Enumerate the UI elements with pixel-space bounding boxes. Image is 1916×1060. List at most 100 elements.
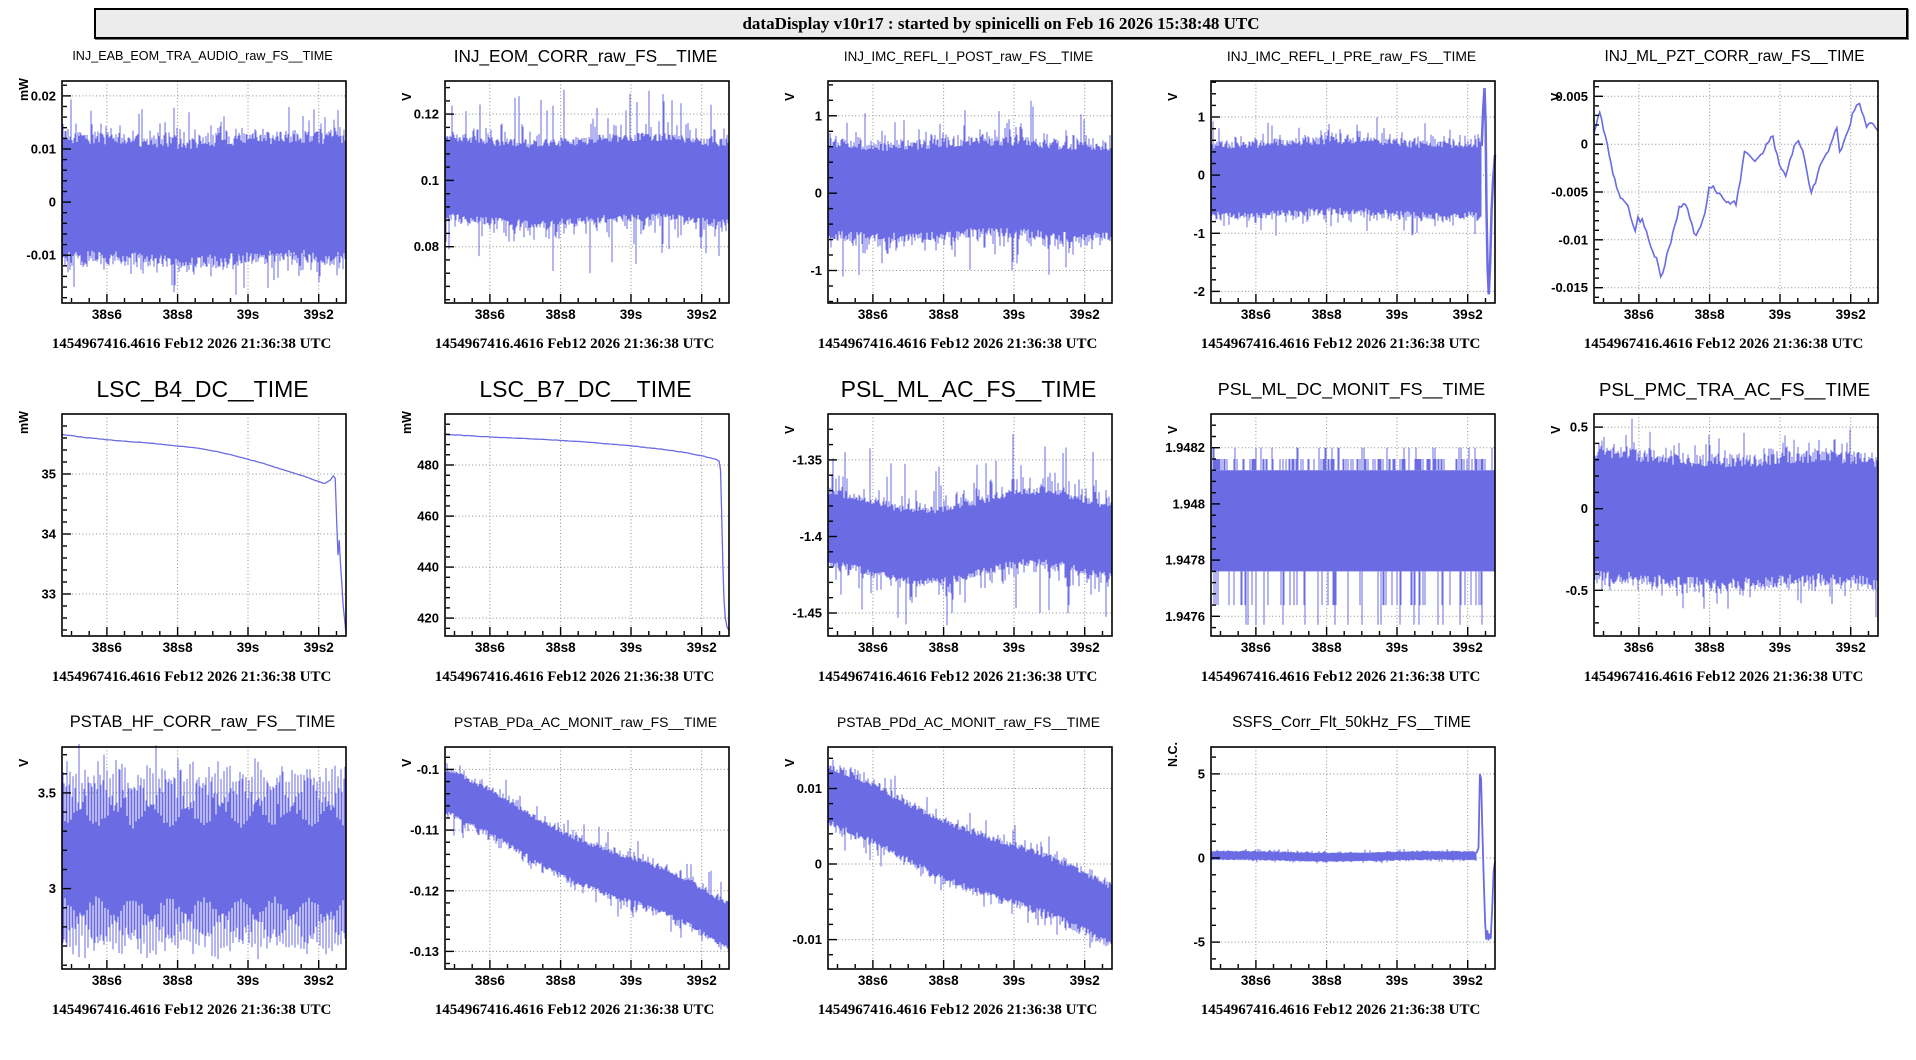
svg-text:38s8: 38s8: [1312, 307, 1343, 322]
svg-text:460: 460: [417, 509, 439, 524]
y-tick-labels: 35 34 33: [42, 467, 57, 602]
axis-ticks: [63, 84, 338, 302]
plot-timestamp: 1454967416.4616 Feb12 2026 21:36:38 UTC: [1200, 336, 1481, 352]
y-tick-labels: 0.005 0 -0.005 -0.01 -0.015: [1551, 89, 1588, 295]
x-tick-labels: 38s6 38s8 39s 39s2: [92, 640, 334, 655]
svg-text:39s: 39s: [237, 307, 260, 322]
svg-text:5: 5: [1198, 766, 1205, 781]
plot-frame: [1593, 80, 1879, 304]
svg-text:480: 480: [417, 458, 439, 473]
waveform-burst: [61, 744, 347, 960]
plot-timestamp: 1454967416.4616 Feb12 2026 21:36:38 UTC: [51, 1002, 332, 1018]
x-tick-labels: 38s6 38s8 39s 39s2: [475, 973, 717, 988]
svg-text:1.9482: 1.9482: [1165, 440, 1205, 455]
svg-text:-2: -2: [1193, 284, 1205, 299]
svg-text:0.01: 0.01: [31, 142, 56, 157]
x-tick-labels: 38s6 38s8 39s 39s2: [1241, 973, 1483, 988]
svg-text:-1: -1: [810, 263, 822, 278]
svg-text:38s6: 38s6: [1624, 640, 1655, 655]
svg-text:39s: 39s: [237, 640, 260, 655]
plot-canvas: 480 460 440 420 38s6 38s8 39s 39s2 mW: [400, 411, 730, 655]
gridlines: [62, 414, 346, 636]
app-title-bar: dataDisplay v10r17 : started by spinicel…: [94, 8, 1908, 39]
svg-text:3.5: 3.5: [38, 785, 56, 800]
plot-frame: [61, 746, 347, 970]
axis-ticks: [829, 428, 1104, 635]
plot-cell: PSL_ML_DC_MONIT_FS__TIME 1.9482 1.948 1.947…: [1149, 376, 1532, 709]
svg-text:-0.01: -0.01: [26, 248, 56, 263]
y-tick-labels: 0.02 0.01 0 -0.01: [26, 88, 56, 262]
x-tick-labels: 38s6 38s8 39s 39s2: [858, 640, 1100, 655]
plot-canvas: 0.02 0.01 0 -0.01 38s6 38s8 39s 39s2 mW: [17, 78, 347, 322]
y-axis-unit: N.C.: [1166, 742, 1180, 767]
y-tick-labels: 3.53: [38, 785, 56, 896]
plot-canvas: -0.1 -0.11 -0.12 -0.13 38s6 38s8 39s 39s2 V: [400, 746, 730, 988]
svg-text:-1: -1: [1193, 226, 1205, 241]
svg-text:-0.01: -0.01: [792, 932, 822, 947]
plot-cell: INJ_IMC_REFL_I_PRE_raw_FS__TIME 1 0 -1 -2 38s…: [1149, 43, 1532, 376]
axis-ticks: [446, 756, 721, 968]
plot-title: PSL_PMC_TRA_AC_FS__TIME: [1598, 379, 1871, 400]
svg-text:38s6: 38s6: [475, 307, 506, 322]
svg-text:-1.4: -1.4: [800, 529, 823, 544]
plot-cell: PSL_PMC_TRA_AC_FS__TIME 0.5 0 -0.5 38s6 38s8 3…: [1532, 376, 1915, 709]
svg-text:0: 0: [1198, 168, 1205, 183]
y-axis-unit: V: [783, 758, 797, 767]
app-title: dataDisplay v10r17 : started by spinicel…: [742, 14, 1260, 33]
axis-ticks: [63, 754, 338, 968]
plot-title: LSC_B7_DC__TIME: [479, 376, 692, 402]
svg-text:0.005: 0.005: [1555, 89, 1588, 104]
svg-text:39s: 39s: [620, 640, 643, 655]
y-axis-unit: V: [783, 92, 797, 101]
svg-text:39s: 39s: [620, 973, 643, 988]
svg-text:0: 0: [49, 195, 56, 210]
y-axis-unit: V: [783, 425, 797, 434]
plot-canvas: 5 0 -5 38s6 38s8 39s 39s2 N.C.: [1166, 742, 1496, 988]
plot-timestamp: 1454967416.4616 Feb12 2026 21:36:38 UTC: [434, 336, 715, 352]
svg-text:0.02: 0.02: [31, 88, 56, 103]
svg-text:39s: 39s: [1003, 640, 1026, 655]
axis-ticks: [63, 425, 338, 635]
y-tick-labels: -1.35 -1.4 -1.45: [792, 452, 822, 620]
svg-text:0.12: 0.12: [414, 107, 439, 122]
plot-timestamp: 1454967416.4616 Feb12 2026 21:36:38 UTC: [51, 336, 332, 352]
svg-text:-0.01: -0.01: [1558, 232, 1588, 247]
x-tick-labels: 38s6 38s8 39s 39s2: [1241, 640, 1483, 655]
y-tick-labels: 5 0 -5: [1193, 766, 1205, 949]
svg-text:0.1: 0.1: [421, 173, 439, 188]
waveform-line: [444, 433, 730, 632]
svg-text:38s6: 38s6: [858, 973, 889, 988]
y-tick-labels: 480 460 440 420: [417, 458, 439, 626]
svg-text:39s2: 39s2: [1070, 307, 1100, 322]
plot-cell: LSC_B7_DC__TIME 480 460 440 420 38s6 38s8 39s 39…: [383, 376, 766, 709]
svg-text:0.01: 0.01: [797, 781, 822, 796]
svg-text:39s2: 39s2: [1453, 307, 1483, 322]
svg-text:38s6: 38s6: [92, 307, 123, 322]
x-tick-labels: 38s6 38s8 39s 39s2: [475, 640, 717, 655]
plot-cell: INJ_EOM_CORR_raw_FS__TIME 0.12 0.1 0.08 38s6…: [383, 43, 766, 376]
y-axis-unit: V: [400, 758, 414, 767]
waveform-band: [827, 434, 1113, 626]
svg-text:38s8: 38s8: [1312, 640, 1343, 655]
axis-ticks: [446, 423, 721, 635]
plot-timestamp: 1454967416.4616 Feb12 2026 21:36:38 UTC: [1583, 669, 1864, 685]
svg-text:38s8: 38s8: [929, 973, 960, 988]
plot-canvas: 1.9482 1.948 1.9478 1.9476 38s6 38s8 39s 39s2 V: [1165, 413, 1496, 655]
svg-text:0: 0: [1581, 501, 1588, 516]
svg-text:39s2: 39s2: [1453, 640, 1483, 655]
svg-text:38s8: 38s8: [546, 973, 577, 988]
plot-frame: [444, 413, 730, 637]
svg-text:-0.13: -0.13: [409, 944, 439, 959]
svg-text:0: 0: [1581, 137, 1588, 152]
plot-timestamp: 1454967416.4616 Feb12 2026 21:36:38 UTC: [1583, 336, 1864, 352]
axis-ticks: [829, 84, 1104, 303]
plot-frame: [827, 80, 1113, 304]
waveform-transient: [1480, 87, 1497, 295]
svg-text:38s8: 38s8: [163, 973, 194, 988]
svg-text:39s2: 39s2: [304, 307, 334, 322]
y-tick-labels: 0.01 0 -0.01: [792, 781, 822, 947]
x-tick-labels: 38s6 38s8 39s 39s2: [92, 973, 334, 988]
svg-text:39s: 39s: [1003, 973, 1026, 988]
svg-text:38s8: 38s8: [163, 640, 194, 655]
waveform-band: [1593, 418, 1879, 618]
